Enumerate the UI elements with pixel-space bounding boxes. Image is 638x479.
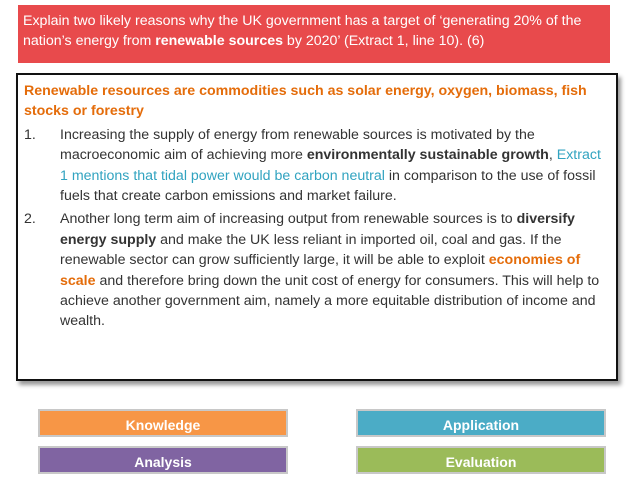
text: Increasing the supply of energy from ren…	[60, 126, 535, 164]
text: ,	[548, 147, 557, 164]
text: in comparison to the use of fossil fuels…	[60, 167, 596, 205]
highlight-text: Extract 1 mentions that tidal power woul…	[60, 147, 601, 184]
legend-knowledge: Knowledge	[38, 409, 288, 437]
item-text: Another long term aim of increasing outp…	[60, 209, 610, 331]
bold-text: diversify energy supply	[60, 211, 575, 248]
text: and make the UK less reliant in imported…	[60, 231, 562, 269]
list-marker: 1.	[24, 126, 36, 143]
question: Explain two likely reasons why the UK go…	[18, 5, 610, 63]
legend-application: Application	[356, 409, 606, 437]
answer-heading: Renewable resources are commodities such…	[24, 83, 587, 120]
highlight-text: economies of scale	[60, 252, 581, 289]
legend-analysis: Analysis	[38, 446, 288, 474]
text: Explain two likely reasons why the UK go…	[23, 13, 582, 49]
text: Another long term aim of increasing outp…	[60, 211, 517, 228]
list-marker: 2.	[24, 211, 36, 228]
legend-evaluation: Evaluation	[356, 446, 606, 474]
bold-text: renewable sources	[155, 33, 283, 49]
item-text: Increasing the supply of energy from ren…	[60, 125, 610, 207]
bold-text: environmentally sustainable growth	[306, 147, 549, 164]
list-item: 1. Increasing the supply of energy from …	[24, 125, 610, 207]
text: by 2020’ (Extract 1, line 10). (6)	[282, 33, 485, 49]
answer-box: Renewable resources are commodities such…	[16, 73, 618, 381]
text: and therefore bring down the unit cost o…	[60, 272, 600, 330]
list-item: 2. Another long term aim of increasing o…	[24, 209, 610, 331]
